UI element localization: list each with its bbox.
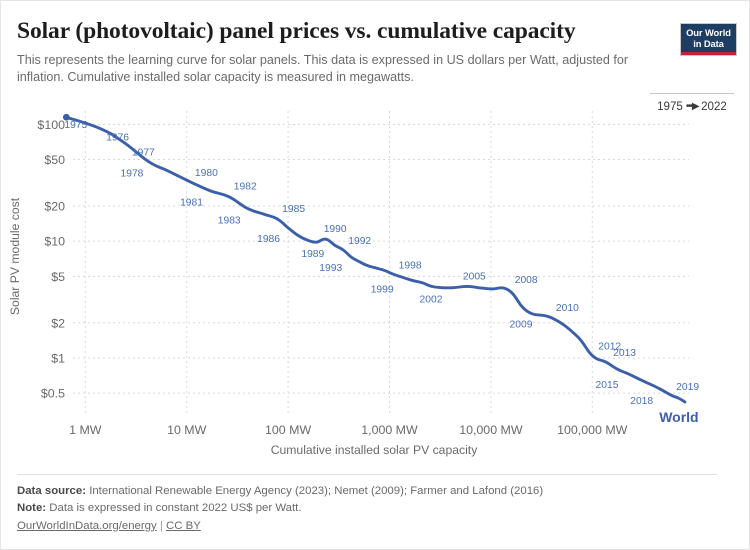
- y-tick-$0.5: $0.5: [41, 387, 65, 401]
- footer-note-text: Data is expressed in constant 2022 US$ p…: [49, 502, 302, 515]
- x-tick-100-MW: 100 MW: [265, 423, 311, 437]
- series-markers: [62, 113, 70, 121]
- footer-source-text: International Renewable Energy Agency (2…: [89, 485, 544, 498]
- chart-legend: 1975 •••▶ 2022: [646, 93, 738, 113]
- legend-divider: [650, 93, 734, 94]
- x-tick-10-MW: 10 MW: [167, 423, 207, 437]
- arrow-right-icon: •••▶: [685, 100, 700, 112]
- point-label-2009: 2009: [510, 319, 533, 330]
- x-axis-tick-labels: 1 MW 10 MW 100 MW 1,000 MW 10,000 MW 100,000 …: [69, 423, 628, 437]
- chart-footer: Data source: International Renewable Ene…: [17, 474, 717, 535]
- x-tick-1-000-MW: 1,000 MW: [361, 423, 418, 437]
- point-label-1980: 1980: [195, 168, 218, 179]
- y-tick-$5: $5: [51, 270, 65, 284]
- point-label-1990: 1990: [324, 224, 347, 235]
- y-tick-$100: $100: [37, 118, 65, 132]
- point-label-1999: 1999: [371, 284, 394, 295]
- legend-start-year: 1975: [657, 100, 683, 113]
- footer-separator: |: [159, 519, 163, 532]
- point-label-1989: 1989: [301, 249, 324, 260]
- point-label-2005: 2005: [463, 271, 486, 282]
- point-label-1981: 1981: [180, 198, 203, 209]
- marker-1975: [62, 113, 70, 121]
- point-label-1992: 1992: [348, 236, 371, 247]
- x-tick-1-MW: 1 MW: [69, 423, 102, 437]
- point-label-2010: 2010: [556, 303, 579, 314]
- logo-line-1: Our World: [686, 27, 731, 38]
- y-axis-tick-labels: $0.5 $1 $2 $5 $10 $20 $50 $100: [37, 118, 65, 401]
- point-label-2012: 2012: [598, 342, 621, 353]
- point-label-1976: 1976: [106, 133, 129, 144]
- point-label-2019: 2019: [676, 382, 699, 393]
- footer-source-label: Data source:: [17, 485, 87, 498]
- logo-line-2: in Data: [693, 37, 724, 49]
- x-tick-10-000-MW: 10,000 MW: [459, 423, 523, 437]
- point-label-2002: 2002: [420, 294, 443, 305]
- y-tick-$50: $50: [44, 153, 65, 167]
- series-label-world: World: [659, 409, 698, 425]
- our-world-in-data-logo[interactable]: Our World in Data: [680, 23, 737, 57]
- point-label-1977: 1977: [132, 147, 155, 158]
- legend-end-year: 2022: [701, 100, 727, 113]
- chart-subtitle: This represents the learning curve for s…: [17, 52, 629, 85]
- point-label-2015: 2015: [596, 380, 619, 391]
- point-label-1983: 1983: [218, 216, 241, 227]
- y-gridlines: [73, 123, 689, 394]
- point-label-1986: 1986: [257, 234, 280, 245]
- chart-plot-area: $0.5 $1 $2 $5 $10 $20 $50 $100 1 MW 10 MW 100 MW 1…: [1, 97, 750, 467]
- footer-note-row: Note: Data is expressed in constant 2022…: [17, 500, 717, 517]
- line-chart-svg[interactable]: $0.5$1$2$5$10$20$50$100 1 MW 10 MW 100 MW 1…: [1, 97, 750, 467]
- point-label-2018: 2018: [630, 396, 653, 407]
- legend-time-range: 1975 •••▶ 2022: [646, 100, 738, 113]
- cc-by-license-link[interactable]: CC BY: [166, 519, 201, 532]
- x-axis-title: Cumulative installed solar PV capacity: [271, 443, 479, 457]
- point-label-1982: 1982: [234, 182, 257, 193]
- chart-header: Solar (photovoltaic) panel prices vs. cu…: [17, 18, 677, 87]
- point-label-1993: 1993: [319, 263, 342, 274]
- y-axis-title: Solar PV module cost: [8, 197, 22, 315]
- page-title: Solar (photovoltaic) panel prices vs. cu…: [17, 18, 576, 44]
- point-label-2013: 2013: [613, 348, 636, 359]
- logo-accent-bar: [681, 52, 736, 56]
- point-label-1978: 1978: [121, 169, 144, 180]
- y-tick-$20: $20: [44, 199, 65, 213]
- footer-source-row: Data source: International Renewable Ene…: [17, 483, 717, 500]
- y-tick-$1: $1: [51, 351, 65, 365]
- footer-link-row: OurWorldInData.org/energy | CC BY: [17, 518, 717, 535]
- owid-energy-link[interactable]: OurWorldInData.org/energy: [17, 519, 157, 532]
- x-gridlines: [84, 111, 593, 416]
- x-tick-100-000-MW: 100,000 MW: [557, 423, 628, 437]
- point-label-2008: 2008: [515, 275, 538, 286]
- point-label-1985: 1985: [282, 204, 305, 215]
- point-label-1998: 1998: [399, 260, 422, 271]
- footer-note-label: Note:: [17, 502, 47, 515]
- point-label-1975: 1975: [64, 120, 87, 131]
- y-tick-$10: $10: [44, 235, 65, 249]
- series-line-world[interactable]: [64, 115, 687, 404]
- y-tick-$2: $2: [51, 316, 65, 330]
